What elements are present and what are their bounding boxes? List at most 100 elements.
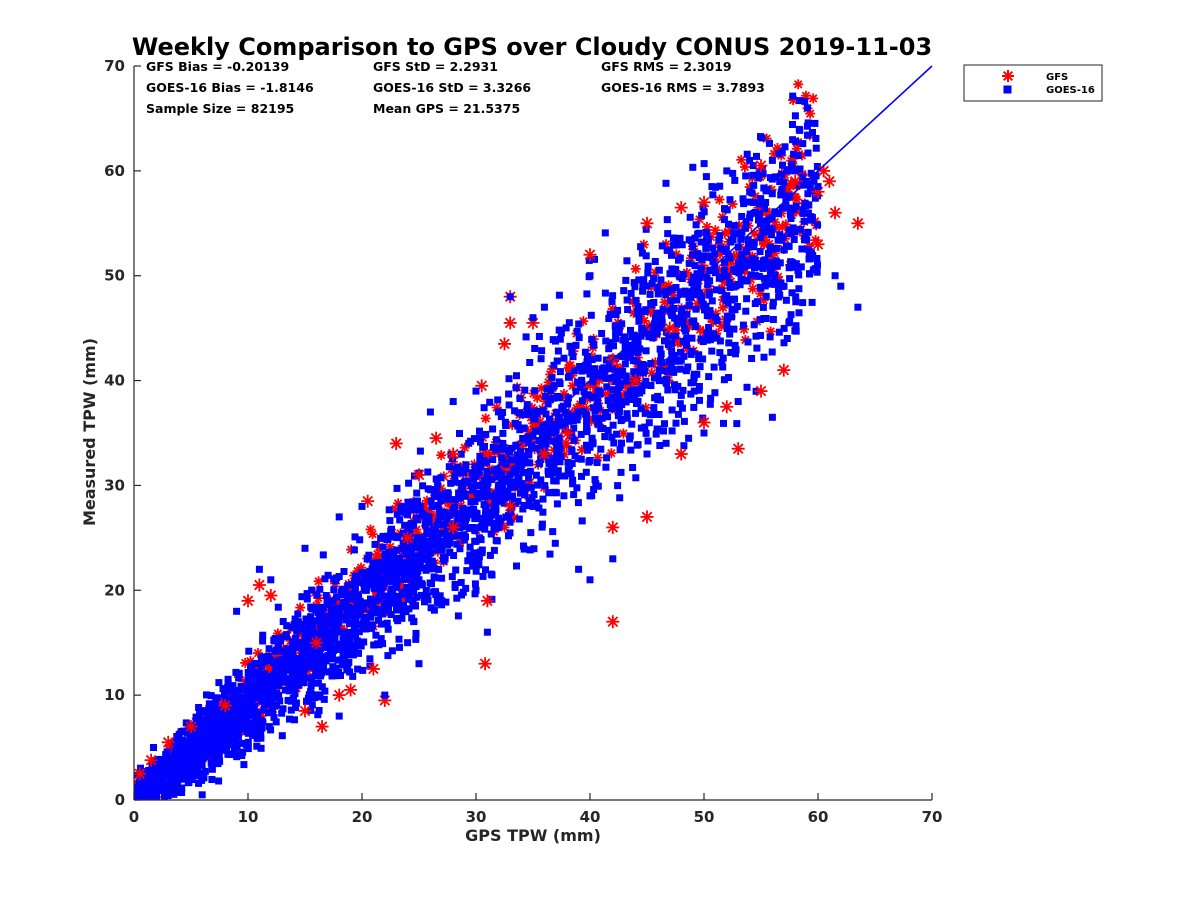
- goes16-point: [257, 744, 265, 752]
- gfs-point: [736, 154, 747, 165]
- goes16-point: [552, 489, 560, 497]
- goes16-point: [737, 230, 745, 238]
- goes16-point: [739, 195, 747, 203]
- goes16-point: [523, 406, 531, 413]
- goes16-point: [282, 649, 290, 657]
- goes16-point: [726, 196, 734, 204]
- goes16-point: [356, 621, 363, 628]
- goes16-point: [493, 465, 501, 473]
- goes16-point: [729, 169, 737, 177]
- goes16-point: [792, 293, 800, 301]
- y-tick-label: 20: [104, 581, 125, 599]
- goes16-point: [780, 282, 788, 290]
- goes16-point: [436, 592, 444, 600]
- goes16-point: [135, 790, 143, 798]
- gfs-point: [184, 720, 198, 734]
- goes16-point: [538, 523, 546, 531]
- goes16-point: [291, 670, 299, 678]
- goes16-point: [663, 216, 671, 224]
- goes16-point: [688, 279, 696, 287]
- goes16-point: [206, 728, 214, 736]
- goes16-point: [428, 503, 436, 511]
- goes16-point: [413, 593, 421, 601]
- goes16-point: [780, 339, 788, 347]
- goes16-point: [457, 579, 465, 586]
- goes16-point: [386, 517, 394, 525]
- goes16-point: [499, 459, 507, 467]
- goes16-point: [634, 340, 642, 348]
- goes16-point: [259, 631, 267, 639]
- goes16-point: [175, 730, 183, 738]
- goes16-point: [773, 262, 781, 270]
- goes16-point: [663, 367, 671, 375]
- goes16-point: [416, 557, 424, 565]
- goes16-point: [497, 413, 505, 421]
- goes16-point: [307, 690, 315, 698]
- goes16-point: [554, 422, 562, 430]
- goes16-point: [531, 407, 539, 415]
- goes16-point: [569, 476, 577, 484]
- goes16-point: [634, 310, 642, 317]
- goes16-point: [367, 595, 374, 603]
- goes16-point: [746, 214, 754, 222]
- goes16-point: [550, 394, 558, 402]
- goes16-point: [705, 373, 713, 381]
- goes16-point: [586, 370, 594, 378]
- goes16-point: [524, 459, 532, 467]
- goes16-point: [602, 337, 610, 345]
- goes16-point: [316, 621, 324, 629]
- goes16-point: [750, 199, 757, 206]
- goes16-point: [735, 269, 743, 277]
- goes16-point: [520, 424, 528, 432]
- goes16-point: [498, 454, 506, 462]
- goes16-point: [676, 365, 684, 373]
- goes16-point: [406, 590, 414, 598]
- goes16-point: [499, 429, 507, 437]
- goes16-point: [415, 660, 423, 668]
- goes16-point: [720, 266, 728, 274]
- goes16-point: [430, 531, 438, 539]
- goes16-point: [275, 691, 283, 699]
- gfs-point: [298, 704, 312, 718]
- goes16-point: [533, 499, 541, 507]
- gfs-point: [503, 499, 517, 513]
- goes16-point: [644, 262, 652, 270]
- goes16-point: [291, 615, 299, 623]
- goes16-point: [805, 255, 813, 263]
- goes16-point: [594, 354, 602, 362]
- goes16-point: [363, 599, 371, 607]
- goes16-point: [351, 621, 359, 629]
- goes16-point: [335, 668, 343, 676]
- goes16-point: [388, 599, 396, 607]
- goes16-point: [614, 371, 622, 379]
- goes16-point: [574, 378, 582, 386]
- goes16-point: [153, 793, 161, 800]
- goes16-point: [761, 205, 768, 213]
- goes16-point: [609, 386, 617, 394]
- goes16-point: [337, 628, 345, 636]
- goes16-point: [703, 330, 711, 337]
- goes16-point: [413, 534, 421, 541]
- goes16-point: [353, 572, 360, 580]
- goes16-point: [413, 540, 421, 548]
- goes16-point: [664, 230, 672, 238]
- goes16-point: [180, 727, 188, 735]
- data-points: [134, 156, 865, 781]
- goes16-point: [274, 603, 282, 611]
- goes16-point: [457, 450, 465, 458]
- goes16-point: [356, 579, 364, 586]
- goes16-point: [341, 598, 348, 606]
- goes16-point: [475, 434, 483, 442]
- goes16-point: [237, 694, 244, 702]
- goes16-point: [605, 315, 613, 322]
- goes16-point: [734, 243, 742, 251]
- goes16-point: [505, 512, 512, 520]
- goes16-point: [700, 160, 708, 168]
- goes16-point: [387, 590, 395, 598]
- goes16-point: [308, 624, 316, 632]
- goes16-point: [235, 674, 243, 682]
- goes16-point: [475, 524, 483, 532]
- goes16-point: [260, 658, 268, 666]
- goes16-point: [799, 140, 807, 148]
- goes16-point: [174, 760, 181, 768]
